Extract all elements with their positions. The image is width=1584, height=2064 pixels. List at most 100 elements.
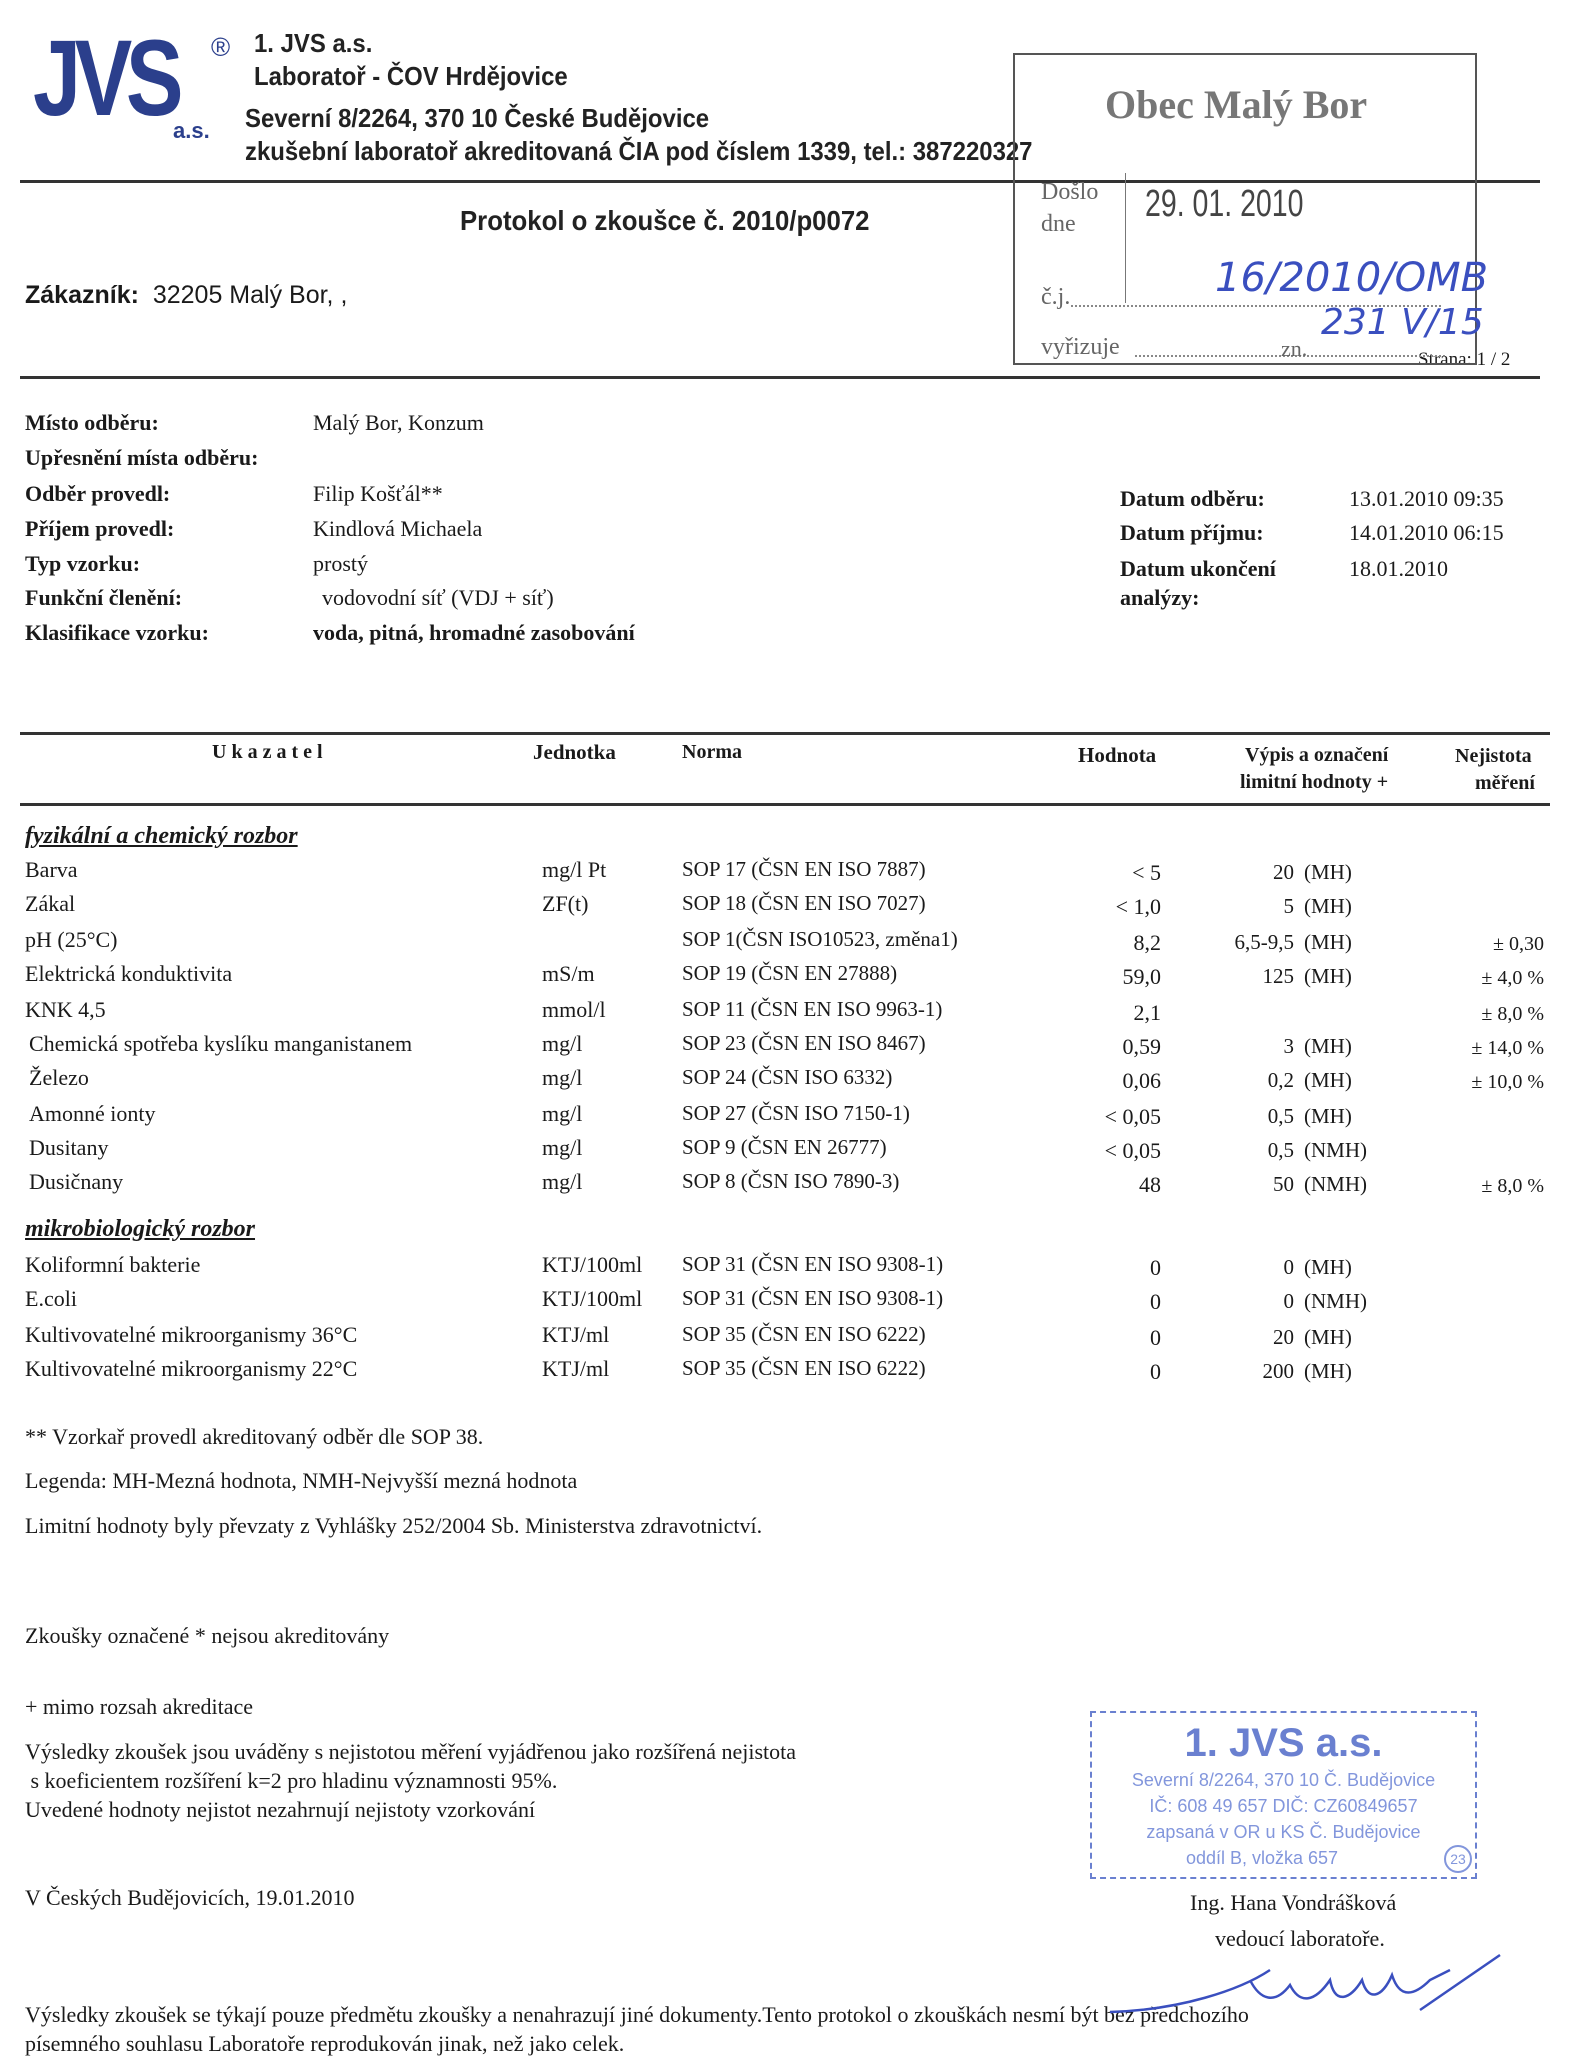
cell-nejistota: ± 14,0 %	[1471, 1037, 1544, 1059]
company-stamp-line-1: Severní 8/2264, 370 10 Č. Budějovice	[1131, 1770, 1436, 1790]
date-value: 18.01.2010	[1349, 556, 1448, 581]
cell-limit-type: (MH)	[1304, 894, 1352, 918]
col-hodnota: Hodnota	[1078, 743, 1157, 767]
customer-value: 32205 Malý Bor, ,	[152, 281, 348, 309]
col-limit-2: limitní hodnoty +	[1240, 771, 1389, 793]
customer-label: Zákazník:	[25, 281, 139, 309]
cell-norma: SOP 17 (ČSN EN ISO 7887)	[682, 857, 926, 881]
cell-limit-type: (MH)	[1304, 1325, 1352, 1349]
cell-jednotka: mmol/l	[542, 997, 606, 1022]
cell-hodnota: 0	[1150, 1255, 1161, 1280]
cell-nejistota: ± 4,0 %	[1481, 967, 1544, 989]
cell-norma: SOP 9 (ČSN EN 26777)	[682, 1135, 887, 1159]
cell-nejistota: ± 8,0 %	[1481, 1003, 1544, 1025]
cell-hodnota: 48	[1139, 1172, 1161, 1197]
cell-limit-value: 0,5	[1267, 1104, 1294, 1128]
stamp-title: Obec Malý Bor	[1105, 82, 1368, 127]
company-stamp-number: 23	[1444, 1845, 1472, 1873]
cell-hodnota: 0,59	[1122, 1034, 1162, 1059]
sample-info-value: prostý	[313, 551, 368, 576]
stamp-cj-label: č.j.	[1041, 284, 1071, 310]
footer-line-1: Výsledky zkoušek se týkají pouze předmět…	[25, 2002, 1249, 2027]
note-outside: + mimo rozsah akreditace	[25, 1694, 254, 1719]
cell-limit-type: (MH)	[1304, 860, 1352, 884]
col-nejistota-2: měření	[1475, 772, 1535, 794]
signature	[1109, 1953, 1501, 2014]
signer-name: Ing. Hana Vondrášková	[1190, 1890, 1397, 1915]
sample-info-label: Typ vzorku:	[25, 551, 141, 576]
table-header-rule	[20, 803, 1550, 806]
divider	[20, 180, 1540, 183]
cell-ukazatel: Koliformní bakterie	[25, 1252, 201, 1277]
note-uncertainty-3: Uvedené hodnoty nejistot nezahrnují neji…	[25, 1797, 536, 1822]
note-uncertainty-1: Výsledky zkoušek jsou uváděny s nejistot…	[25, 1739, 797, 1764]
note-limits: Limitní hodnoty byly převzaty z Vyhlášky…	[25, 1513, 763, 1538]
cell-jednotka: mg/l	[542, 1101, 583, 1126]
cell-ukazatel: KNK 4,5	[25, 997, 106, 1022]
stamp-divider	[1125, 173, 1126, 303]
cell-norma: SOP 31 (ČSN EN ISO 9308-1)	[682, 1252, 944, 1276]
sample-info-value: Malý Bor, Konzum	[313, 410, 484, 435]
cell-ukazatel: Železo	[29, 1065, 89, 1090]
stamp-zn-label: zn.	[1281, 336, 1308, 361]
sample-info-label: Odběr provedl:	[25, 481, 171, 506]
cell-limit-type: (MH)	[1304, 1104, 1352, 1128]
cell-ukazatel: E.coli	[25, 1286, 77, 1311]
company-stamp-line-3: zapsaná v OR u KS Č. Budějovice	[1146, 1822, 1421, 1842]
date-label: Datum příjmu:	[1120, 520, 1264, 545]
cell-jednotka: mg/l	[542, 1135, 583, 1160]
cell-limit-type: (NMH)	[1304, 1138, 1367, 1162]
cell-jednotka: mg/l	[542, 1169, 583, 1194]
signer-role: vedoucí laboratoře.	[1215, 1926, 1385, 1951]
sample-info-label: Místo odběru:	[25, 410, 159, 435]
received-stamp: Obec Malý Bor Došlo dne 29. 01. 2010 č.j…	[1013, 53, 1488, 365]
stamp-dne: dne	[1041, 211, 1076, 237]
cell-norma: SOP 11 (ČSN EN ISO 9963-1)	[682, 997, 943, 1021]
lab-name: Laboratoř - ČOV Hrdějovice	[254, 61, 568, 91]
jvs-logo: JVS a.s. ®	[33, 17, 230, 148]
cell-ukazatel: Chemická spotřeba kyslíku manganistanem	[29, 1031, 413, 1056]
company-address: Severní 8/2264, 370 10 České Budějovice	[245, 103, 710, 133]
cell-jednotka: KTJ/100ml	[542, 1252, 643, 1277]
cell-norma: SOP 19 (ČSN EN 27888)	[682, 961, 898, 985]
cell-jednotka: mg/l Pt	[542, 857, 607, 882]
col-ukazatel: U k a z a t e l	[212, 741, 323, 763]
cell-limit-value: 50	[1273, 1172, 1294, 1196]
sample-info-value: vodovodní síť (VDJ + síť)	[322, 585, 554, 610]
cell-limit-value: 125	[1262, 964, 1295, 988]
cell-hodnota: 0	[1150, 1359, 1161, 1384]
cell-ukazatel: Dusičnany	[29, 1169, 124, 1194]
sample-info-value: voda, pitná, hromadné zasobování	[313, 620, 635, 645]
cell-limit-type: (MH)	[1304, 930, 1352, 954]
cell-limit-type: (MH)	[1304, 1255, 1352, 1279]
cell-ukazatel: pH (25°C)	[25, 927, 118, 952]
cell-hodnota: 8,2	[1133, 930, 1162, 955]
sample-info-label: Příjem provedl:	[25, 516, 175, 541]
cell-hodnota: 2,1	[1133, 1000, 1162, 1025]
cell-norma: SOP 1(ČSN ISO10523, změna1)	[682, 927, 958, 951]
cell-limit-type: (MH)	[1304, 1359, 1352, 1383]
note-legend: Legenda: MH-Mezná hodnota, NMH-Nejvyšší …	[25, 1468, 578, 1493]
company-stamp-name: 1. JVS a.s.	[1184, 1721, 1383, 1765]
cell-norma: SOP 18 (ČSN EN ISO 7027)	[682, 891, 926, 915]
cell-limit-value: 3	[1283, 1034, 1295, 1058]
cell-ukazatel: Elektrická konduktivita	[25, 961, 233, 986]
cell-norma: SOP 35 (ČSN EN ISO 6222)	[682, 1356, 926, 1380]
logo-text: JVS	[33, 17, 184, 138]
company-stamp-line-2: IČ: 608 49 657 DIČ: CZ60849657	[1149, 1796, 1418, 1816]
cell-jednotka: KTJ/ml	[542, 1322, 610, 1347]
cell-ukazatel: Barva	[25, 857, 78, 882]
cell-jednotka: KTJ/100ml	[542, 1286, 643, 1311]
note-uncertainty-2: s koeficientem rozšíření k=2 pro hladinu…	[25, 1768, 558, 1793]
cell-jednotka: ZF(t)	[542, 891, 589, 916]
col-nejistota-1: Nejistota	[1455, 745, 1532, 767]
company-stamp: 1. JVS a.s. Severní 8/2264, 370 10 Č. Bu…	[1090, 1711, 1477, 1879]
cell-nejistota: ± 10,0 %	[1471, 1071, 1544, 1093]
cell-limit-type: (MH)	[1304, 1068, 1352, 1092]
date-value: 14.01.2010 06:15	[1349, 520, 1504, 545]
date-label: Datum odběru:	[1120, 486, 1265, 511]
sample-info-label: Klasifikace vzorku:	[25, 620, 209, 645]
col-limit-1: Výpis a označení	[1245, 744, 1389, 766]
cell-norma: SOP 8 (ČSN ISO 7890-3)	[682, 1169, 900, 1193]
cell-hodnota: < 1,0	[1115, 894, 1161, 919]
